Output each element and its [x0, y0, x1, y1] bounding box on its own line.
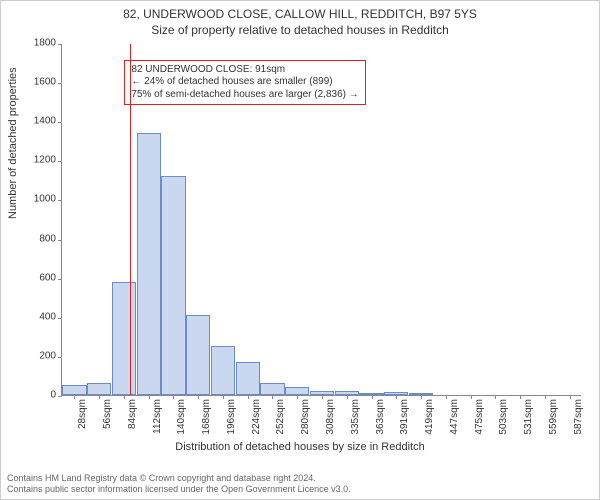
histogram-bar	[260, 383, 284, 395]
xtick-label: 112sqm	[152, 395, 163, 434]
ytick-label: 1400	[34, 116, 62, 127]
xtick-mark	[272, 395, 273, 399]
histogram-bar	[161, 176, 185, 395]
xtick-label: 335sqm	[350, 395, 361, 435]
ytick-label: 0	[50, 390, 62, 401]
xtick-label: 56sqm	[102, 395, 113, 429]
plot-area: 82 UNDERWOOD CLOSE: 91sqm ← 24% of detac…	[61, 44, 581, 396]
xtick-mark	[495, 395, 496, 399]
histogram-bar	[62, 385, 86, 395]
chart-title-line2: Size of property relative to detached ho…	[1, 21, 599, 37]
ytick-label: 1800	[34, 38, 62, 49]
xtick-label: 168sqm	[201, 395, 212, 435]
footer-line1: Contains HM Land Registry data © Crown c…	[7, 473, 351, 484]
xtick-mark	[396, 395, 397, 399]
chart-title-line1: 82, UNDERWOOD CLOSE, CALLOW HILL, REDDIT…	[1, 1, 599, 21]
xtick-mark	[297, 395, 298, 399]
histogram-bar	[285, 387, 309, 395]
xtick-mark	[248, 395, 249, 399]
xtick-mark	[372, 395, 373, 399]
histogram-bar	[87, 383, 111, 395]
xtick-mark	[520, 395, 521, 399]
xtick-label: 447sqm	[449, 395, 460, 435]
xtick-label: 419sqm	[424, 395, 435, 435]
xtick-mark	[322, 395, 323, 399]
xtick-label: 363sqm	[375, 395, 386, 435]
xtick-label: 531sqm	[523, 395, 534, 435]
ytick-label: 600	[39, 272, 62, 283]
xtick-mark	[471, 395, 472, 399]
xtick-label: 280sqm	[300, 395, 311, 435]
histogram-bar	[236, 362, 260, 395]
xtick-mark	[149, 395, 150, 399]
footer-attribution: Contains HM Land Registry data © Crown c…	[7, 473, 351, 495]
xtick-mark	[74, 395, 75, 399]
xtick-label: 475sqm	[474, 395, 485, 435]
xtick-mark	[545, 395, 546, 399]
xtick-label: 503sqm	[498, 395, 509, 435]
xtick-label: 224sqm	[251, 395, 262, 435]
annotation-line2: ← 24% of detached houses are smaller (89…	[131, 76, 358, 89]
xtick-mark	[99, 395, 100, 399]
xtick-mark	[347, 395, 348, 399]
xtick-label: 252sqm	[275, 395, 286, 435]
xtick-mark	[173, 395, 174, 399]
annotation-box: 82 UNDERWOOD CLOSE: 91sqm ← 24% of detac…	[124, 60, 365, 106]
xtick-mark	[570, 395, 571, 399]
ytick-label: 1000	[34, 194, 62, 205]
xtick-label: 587sqm	[573, 395, 584, 435]
y-axis-label: Number of detached properties	[7, 67, 19, 219]
histogram-bar	[112, 282, 136, 395]
xtick-label: 28sqm	[77, 395, 88, 429]
annotation-line1: 82 UNDERWOOD CLOSE: 91sqm	[131, 64, 358, 77]
reference-line	[130, 44, 131, 395]
ytick-label: 800	[39, 233, 62, 244]
annotation-line3: 75% of semi-detached houses are larger (…	[131, 89, 358, 102]
xtick-label: 391sqm	[399, 395, 410, 435]
xtick-label: 196sqm	[226, 395, 237, 435]
xtick-mark	[198, 395, 199, 399]
histogram-bar	[186, 315, 210, 395]
xtick-mark	[223, 395, 224, 399]
ytick-label: 400	[39, 311, 62, 322]
ytick-label: 200	[39, 350, 62, 361]
xtick-label: 559sqm	[548, 395, 559, 435]
histogram-bar	[211, 346, 235, 395]
xtick-mark	[124, 395, 125, 399]
xtick-mark	[421, 395, 422, 399]
ytick-label: 1600	[34, 77, 62, 88]
ytick-label: 1200	[34, 155, 62, 166]
xtick-label: 140sqm	[176, 395, 187, 435]
xtick-label: 84sqm	[127, 395, 138, 429]
footer-line2: Contains public sector information licen…	[7, 484, 351, 495]
histogram-bar	[137, 133, 161, 395]
x-axis-label: Distribution of detached houses by size …	[1, 441, 599, 453]
xtick-label: 308sqm	[325, 395, 336, 435]
xtick-mark	[446, 395, 447, 399]
